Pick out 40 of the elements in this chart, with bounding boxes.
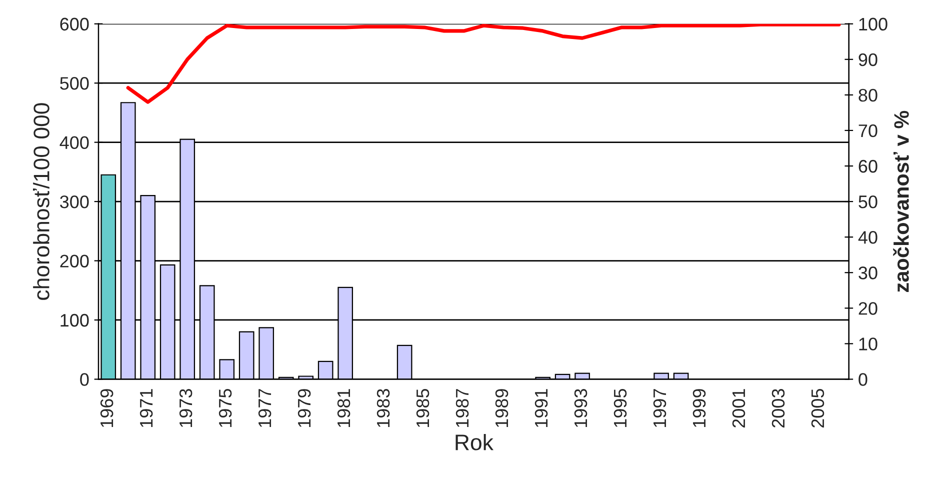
x-tick-label: 2005	[811, 388, 824, 428]
y-tick-label: 0	[80, 373, 89, 386]
x-tick-label: 2003	[772, 389, 785, 428]
x-tick-label: 1991	[534, 389, 548, 428]
y-tick-label: 500	[60, 77, 89, 90]
x-axis-title: Rok	[456, 434, 494, 450]
x-tick-label: 1971	[140, 389, 153, 428]
y2-tick-label: 0	[858, 373, 868, 386]
y2-tick-label: 30	[858, 266, 878, 280]
y2-tick-label: 70	[858, 124, 878, 138]
x-tick-label: 2001	[732, 389, 746, 428]
x-tick-label: 1975	[218, 388, 232, 428]
x-tick-label: 1997	[653, 389, 666, 428]
y2-tick-label: 40	[858, 231, 878, 244]
y-tick-label: 600	[60, 18, 89, 31]
x-tick-label: 1979	[298, 389, 311, 428]
x-tick-label: 1989	[495, 389, 508, 428]
y2-tick-label: 50	[858, 195, 878, 208]
x-tick-label: 1973	[179, 389, 192, 428]
x-tick-label: 1983	[376, 389, 390, 428]
y2-tick-label: 10	[859, 338, 878, 350]
y2-tick-label: 80	[858, 88, 878, 102]
y-axis-title: chorobnosť/100 000	[32, 103, 50, 300]
x-tick-label: 1981	[337, 389, 350, 428]
x-tick-label: 1987	[456, 389, 469, 428]
y2-tick-label: 20	[858, 302, 878, 315]
y2-tick-label: 90	[858, 53, 878, 66]
x-tick-label: 1993	[574, 389, 588, 428]
y2-tick-label: 60	[858, 160, 878, 173]
y2-axis-title: zaočkovanosť v %	[893, 110, 909, 292]
x-tick-label: 1999	[692, 389, 706, 428]
x-tick-label: 1977	[258, 389, 272, 428]
x-tick-label: 1985	[416, 388, 430, 428]
y-tick-label: 100	[60, 314, 89, 327]
y-tick-label: 200	[60, 254, 89, 268]
y2-tick-label: 100	[859, 18, 888, 31]
x-tick-label: 1969	[100, 389, 114, 428]
x-tick-label: 1995	[614, 388, 627, 428]
y-tick-label: 400	[60, 136, 89, 150]
y-tick-label: 300	[60, 195, 89, 208]
